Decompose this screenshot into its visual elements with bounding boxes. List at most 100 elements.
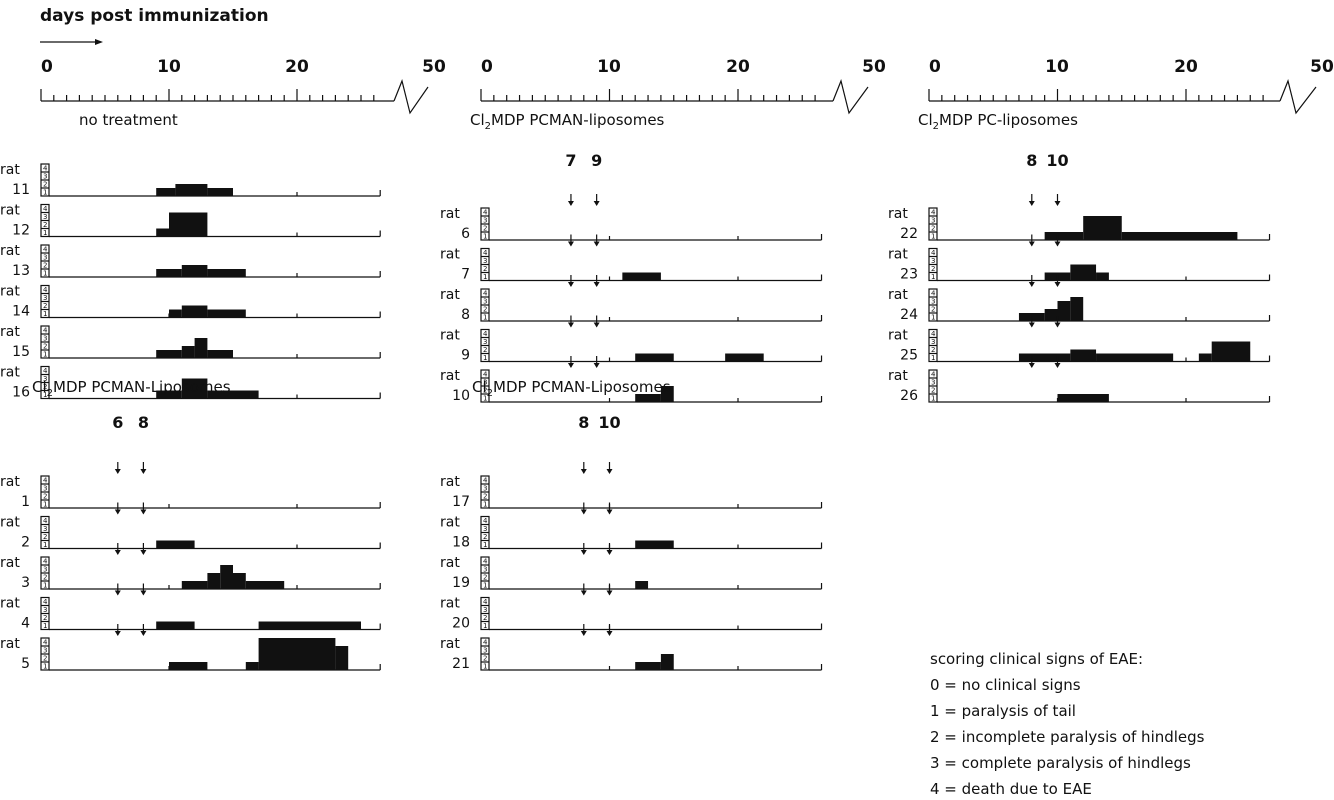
x-tick-label: 20 [285, 57, 309, 77]
score-tick-label: 3 [43, 647, 47, 655]
score-bar [1211, 341, 1251, 362]
injection-arrow-head [606, 590, 613, 596]
score-tick-label: 3 [43, 606, 47, 614]
score-tick-label: 4 [43, 477, 48, 485]
injection-arrow-head [1028, 363, 1035, 368]
score-tick-label: 4 [43, 558, 48, 566]
x-tick-label: 10 [597, 57, 621, 77]
score-tick-label: 1 [483, 582, 487, 590]
score-tick-label: 4 [931, 290, 936, 298]
injection-arrow-head [606, 509, 613, 515]
score-bar [335, 646, 349, 670]
score-bar [1198, 353, 1212, 362]
injection-day-label: 7 [565, 151, 576, 170]
injection-arrow-head [1028, 201, 1035, 206]
injection-arrow-head [580, 509, 587, 515]
score-bar [207, 309, 246, 318]
injection-arrow-head [114, 550, 121, 555]
rat-id: 25 [900, 348, 918, 364]
score-bar [169, 212, 208, 237]
score-bar [1057, 394, 1109, 402]
rat-id: 11 [12, 182, 30, 198]
score-bar [635, 394, 661, 402]
injection-arrow-head [1054, 201, 1061, 206]
score-tick-label: 2 [931, 346, 935, 354]
injection-arrow-head [140, 509, 147, 515]
score-tick-label: 4 [483, 371, 488, 379]
header-title: days post immunization [40, 6, 269, 26]
rat-prefix: rat [440, 474, 460, 490]
score-tick-label: 2 [43, 181, 47, 189]
score-tick-label: 2 [483, 655, 487, 663]
x-tick-label: 20 [726, 57, 750, 77]
rat-id: 10 [452, 388, 470, 404]
score-bar [207, 269, 246, 277]
rat-prefix: rat [888, 247, 908, 263]
score-tick-label: 4 [483, 209, 488, 217]
score-bar [233, 573, 246, 589]
rat-prefix: rat [0, 515, 20, 531]
rat-id: 3 [21, 575, 30, 591]
score-tick-label: 1 [43, 189, 47, 197]
injection-arrow-head [593, 241, 600, 247]
rat-id: 5 [21, 656, 30, 672]
score-tick-label: 4 [483, 290, 488, 298]
score-bar [156, 350, 182, 358]
rat-id: 9 [461, 348, 470, 364]
x-tick-label: 0 [41, 57, 53, 77]
score-tick-label: 3 [931, 338, 935, 346]
score-tick-label: 4 [483, 598, 488, 606]
injection-day-label: 8 [578, 413, 589, 432]
score-bar [207, 188, 233, 196]
x-tick-label: 50 [862, 57, 886, 77]
rat-id: 4 [21, 616, 30, 632]
rat-id: 7 [461, 267, 470, 283]
score-tick-label: 3 [483, 525, 487, 533]
legend-item-2: 2 = incomplete paralysis of hindlegs [930, 728, 1205, 746]
score-tick-label: 2 [43, 655, 47, 663]
rat-id: 26 [900, 388, 918, 404]
score-bar [1070, 264, 1097, 281]
score-bar [156, 621, 195, 630]
header: days post immunization [40, 6, 269, 45]
score-tick-label: 4 [43, 367, 48, 375]
score-tick-label: 3 [931, 298, 935, 306]
injection-arrow-head [567, 241, 574, 247]
score-tick-label: 1 [43, 622, 47, 630]
score-tick-label: 4 [43, 165, 48, 173]
score-bar [1096, 353, 1174, 362]
score-bar [1070, 349, 1097, 362]
score-tick-label: 2 [931, 306, 935, 314]
score-tick-label: 4 [931, 209, 936, 217]
injection-arrow-head [1054, 363, 1061, 368]
score-tick-label: 2 [931, 265, 935, 273]
legend-item-1: 1 = paralysis of tail [930, 702, 1076, 720]
score-tick-label: 2 [43, 383, 47, 391]
score-tick-label: 1 [43, 541, 47, 549]
rat-id: 15 [12, 344, 30, 360]
score-tick-label: 3 [483, 217, 487, 225]
score-tick-label: 1 [483, 622, 487, 630]
score-tick-label: 2 [43, 302, 47, 310]
score-tick-label: 2 [483, 574, 487, 582]
score-tick-label: 1 [931, 354, 935, 362]
score-tick-label: 4 [43, 246, 48, 254]
score-tick-label: 3 [483, 338, 487, 346]
score-bar [156, 390, 182, 399]
score-tick-label: 3 [43, 566, 47, 574]
score-tick-label: 3 [43, 525, 47, 533]
rat-id: 21 [452, 656, 470, 672]
score-tick-label: 1 [483, 395, 487, 403]
